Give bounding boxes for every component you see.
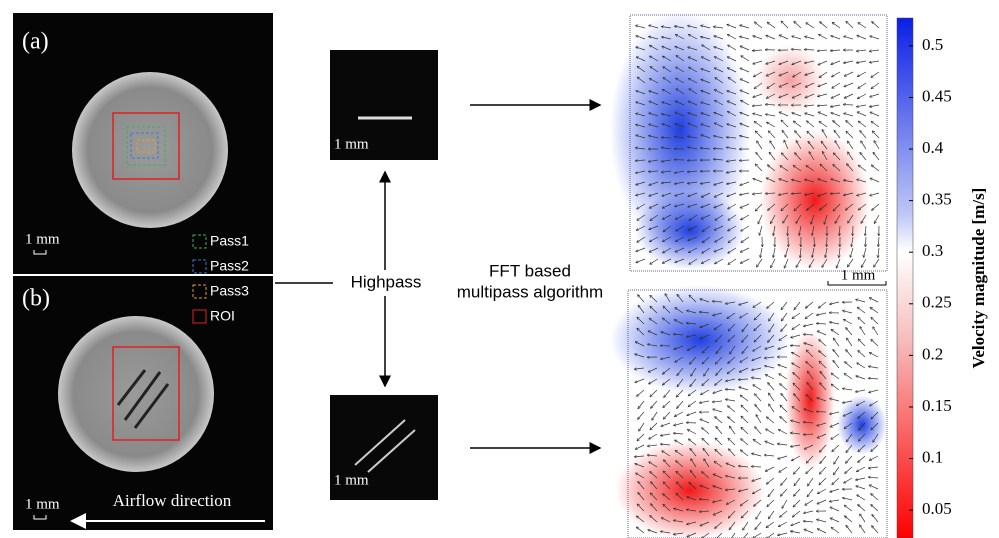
colorbar-label: Velocity magnitude [m/s]	[969, 188, 988, 369]
legend-label: Pass2	[210, 258, 249, 274]
colorbar-tick-label: 0.15	[922, 396, 952, 415]
colorbar-tick-label: 0.1	[922, 447, 943, 466]
velocity-map-bottom	[610, 285, 887, 538]
legend-label: Pass3	[210, 283, 249, 299]
legend-label: Pass1	[210, 233, 249, 249]
scale-bar-label: 1 mm	[25, 496, 60, 512]
algorithm-label: FFT based	[489, 261, 571, 280]
scale-bar-label: 1 mm	[334, 472, 369, 488]
colorbar	[897, 18, 913, 538]
legend-label: ROI	[210, 308, 235, 324]
colorbar-tick-label: 0.4	[922, 138, 944, 157]
colorbar-tick-label: 0.3	[922, 241, 943, 260]
velocity-map-top	[610, 10, 887, 271]
panel-label: (b)	[22, 286, 50, 312]
figure: (a) 1 mm (b) 1 mm Airflow direction Pass…	[0, 0, 999, 538]
airflow-label: Airflow direction	[113, 491, 232, 510]
scale-bar-label: 1 mm	[334, 136, 369, 152]
scale-bar-label: 1 mm	[841, 267, 876, 283]
colorbar-tick-label: 0.5	[922, 35, 943, 54]
highpass-label: Highpass	[351, 272, 422, 291]
panel-label: (a)	[22, 29, 49, 55]
colorbar-tick-label: 0.45	[922, 86, 952, 105]
scale-bar-label: 1 mm	[25, 231, 60, 247]
sample-disc	[58, 316, 214, 472]
colorbar-tick-label: 0.2	[922, 344, 943, 363]
colorbar-tick-label: 0.25	[922, 293, 952, 312]
algorithm-label: multipass algorithm	[457, 282, 603, 301]
colorbar-tick-label: 0.35	[922, 190, 952, 209]
sample-disc	[72, 72, 228, 228]
colorbar-tick-label: 0.05	[922, 499, 952, 518]
